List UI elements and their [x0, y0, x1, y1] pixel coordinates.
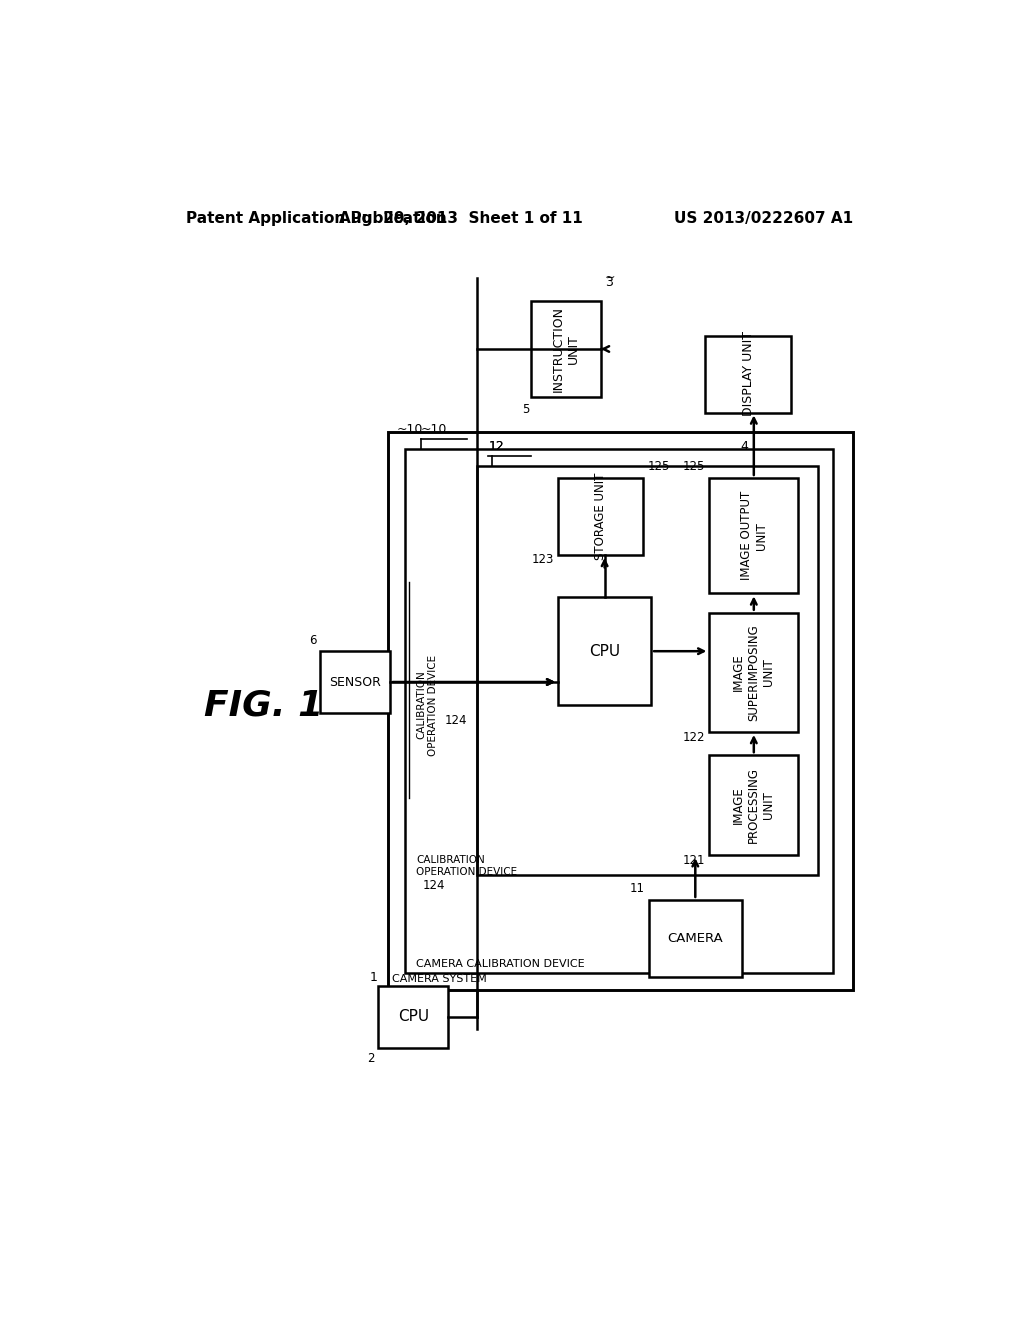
Bar	[406, 449, 834, 973]
Bar	[558, 597, 651, 705]
Text: 124: 124	[423, 879, 445, 892]
Text: 123: 123	[531, 553, 554, 566]
Text: IMAGE OUTPUT
UNIT: IMAGE OUTPUT UNIT	[739, 491, 768, 581]
Text: 1: 1	[370, 970, 378, 983]
Text: CAMERA SYSTEM: CAMERA SYSTEM	[392, 974, 487, 983]
Bar	[710, 755, 799, 855]
Text: CALIBRATION
OPERATION DEVICE: CALIBRATION OPERATION DEVICE	[417, 655, 438, 755]
Text: 12: 12	[489, 440, 505, 453]
Text: 125: 125	[647, 461, 670, 474]
Text: 12: 12	[488, 440, 504, 453]
Text: DISPLAY UNIT: DISPLAY UNIT	[741, 331, 755, 417]
Text: 4: 4	[740, 440, 749, 453]
Bar	[558, 478, 643, 554]
Text: IMAGE
SUPERIMPOSING
UNIT: IMAGE SUPERIMPOSING UNIT	[732, 624, 775, 721]
Text: 122: 122	[683, 730, 706, 743]
Text: 121: 121	[683, 854, 706, 867]
Bar	[706, 335, 791, 412]
Text: ~: ~	[604, 271, 615, 284]
Text: ~10: ~10	[396, 422, 423, 436]
Text: 124: 124	[444, 714, 467, 727]
Bar	[388, 432, 853, 990]
Bar	[321, 651, 390, 713]
Text: CAMERA CALIBRATION DEVICE: CAMERA CALIBRATION DEVICE	[417, 960, 585, 969]
Text: CAMERA: CAMERA	[668, 932, 723, 945]
Text: US 2013/0222607 A1: US 2013/0222607 A1	[674, 211, 853, 226]
Text: 11: 11	[630, 882, 645, 895]
Text: STORAGE UNIT: STORAGE UNIT	[594, 473, 607, 560]
Bar	[710, 478, 799, 594]
Text: SENSOR: SENSOR	[329, 676, 381, 689]
Text: 2: 2	[367, 1052, 375, 1065]
Text: CPU: CPU	[589, 644, 621, 659]
Text: Patent Application Publication: Patent Application Publication	[186, 211, 446, 226]
Text: 6: 6	[309, 634, 316, 647]
Text: 125: 125	[683, 461, 706, 474]
Text: IMAGE
PROCESSING
UNIT: IMAGE PROCESSING UNIT	[732, 767, 775, 843]
Text: FIG. 1: FIG. 1	[204, 688, 324, 722]
Bar	[649, 900, 741, 977]
Text: ~10: ~10	[421, 422, 447, 436]
Bar	[378, 986, 449, 1048]
Bar	[531, 301, 601, 397]
Text: Aug. 29, 2013  Sheet 1 of 11: Aug. 29, 2013 Sheet 1 of 11	[339, 211, 583, 226]
Bar	[477, 466, 818, 875]
Text: 3: 3	[604, 276, 612, 289]
Bar	[710, 612, 799, 733]
Text: 5: 5	[522, 404, 529, 416]
Text: CALIBRATION
OPERATION DEVICE: CALIBRATION OPERATION DEVICE	[417, 855, 517, 876]
Text: CPU: CPU	[397, 1010, 429, 1024]
Text: INSTRUCTION
UNIT: INSTRUCTION UNIT	[552, 306, 580, 392]
